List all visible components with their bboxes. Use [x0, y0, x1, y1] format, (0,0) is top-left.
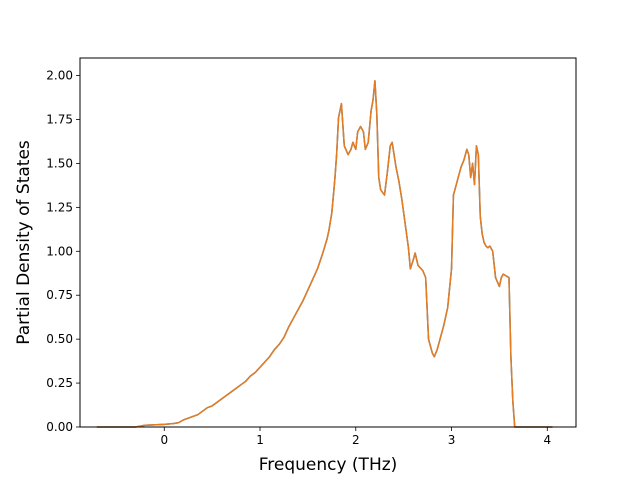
- y-tick-label: 0.50: [46, 332, 73, 346]
- y-tick-label: 0.00: [46, 420, 73, 434]
- x-tick-label: 0: [160, 433, 168, 447]
- y-tick-label: 1.50: [46, 156, 73, 170]
- x-axis-label: Frequency (THz): [259, 455, 398, 475]
- axes-frame: [79, 57, 577, 428]
- x-tick-label: 1: [256, 433, 264, 447]
- y-tick-label: 1.00: [46, 244, 73, 258]
- y-axis: 0.00 0.25 0.50 0.75 1.00 1.25 1.50 1.75 2.00: [46, 69, 80, 434]
- x-tick-label: 4: [543, 433, 551, 447]
- y-tick-label: 1.75: [46, 113, 73, 127]
- y-axis-label: Partial Density of States: [14, 140, 34, 345]
- x-axis: 0 1 2 3 4: [160, 427, 551, 447]
- y-tick-label: 0.25: [46, 376, 73, 390]
- series-line-2: [96, 80, 553, 428]
- x-tick-label: 2: [352, 433, 360, 447]
- y-tick-label: 1.25: [46, 200, 73, 214]
- x-tick-label: 3: [448, 433, 456, 447]
- y-tick-label: 0.75: [46, 288, 73, 302]
- series-layer: [96, 80, 553, 428]
- axes-background: [80, 58, 576, 427]
- plot-area: [80, 58, 576, 427]
- y-tick-label: 2.00: [46, 69, 73, 83]
